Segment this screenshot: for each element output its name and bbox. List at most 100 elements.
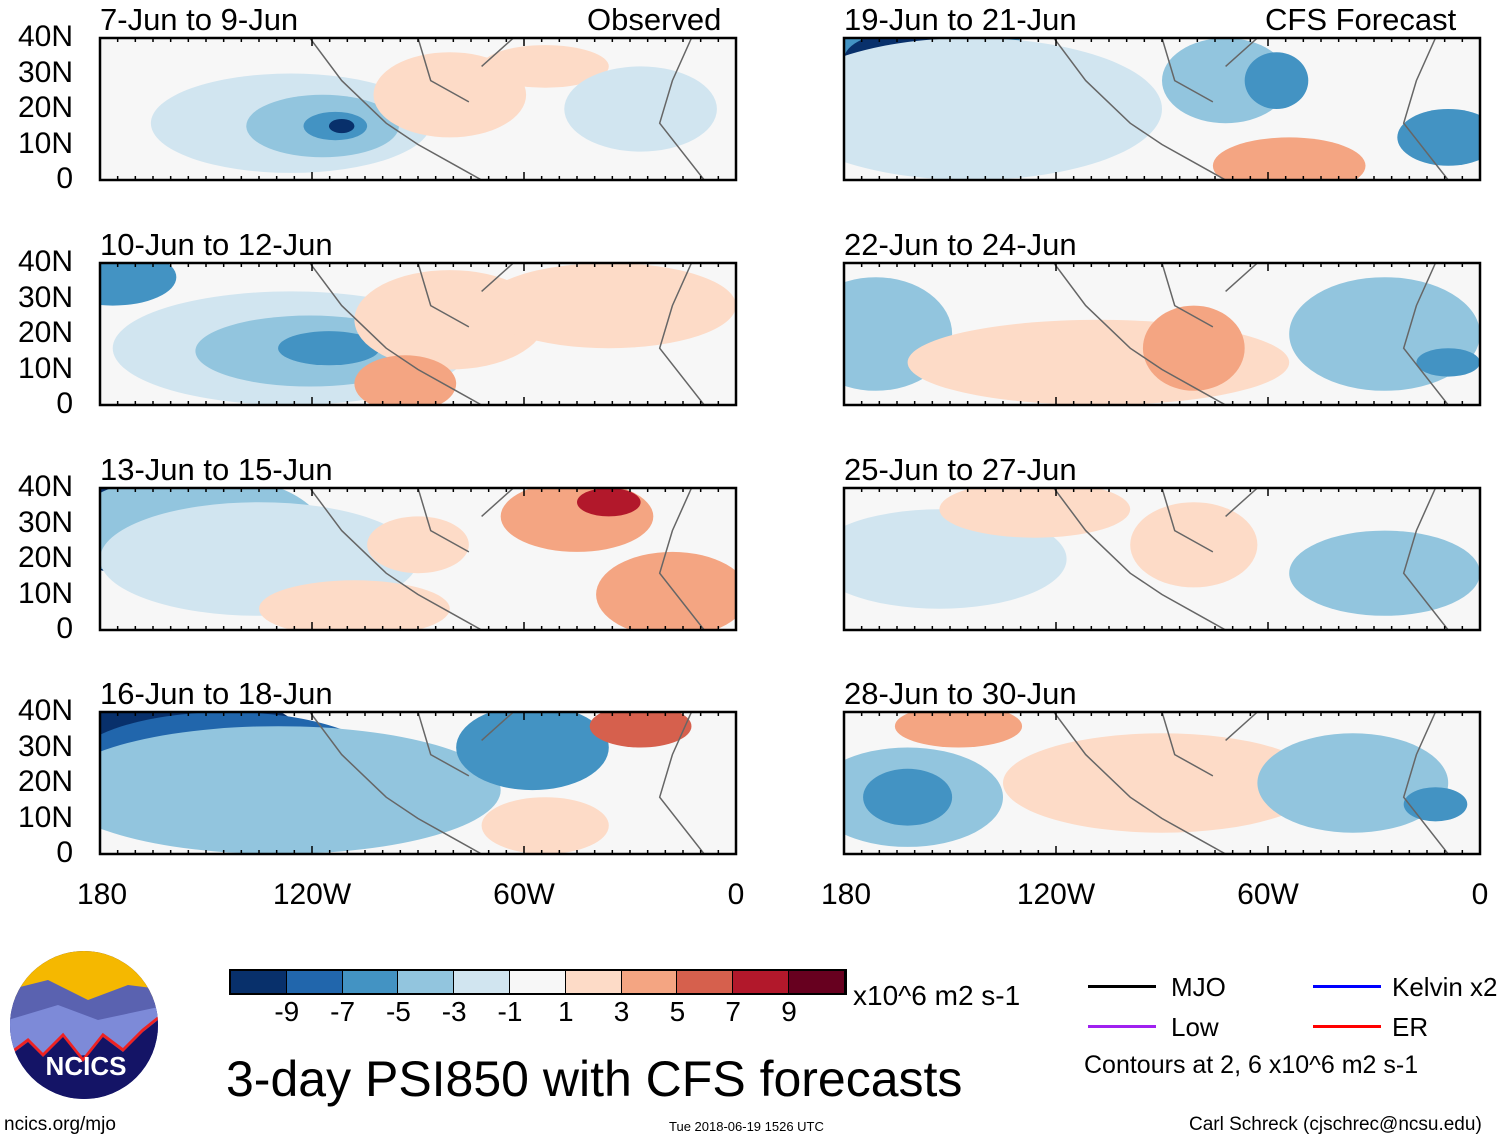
colorbar-swatch: [621, 971, 678, 993]
map-panel-observed-4: [98, 710, 738, 856]
site-link[interactable]: ncics.org/mjo: [4, 1114, 116, 1135]
map-panel-forecast-4: [842, 710, 1482, 856]
map-panel-observed-3: [98, 486, 738, 632]
anomaly-shading: [354, 355, 457, 405]
map-panel-observed-2: [98, 261, 738, 407]
anomaly-shading: [1397, 109, 1480, 166]
figure-title: 3-day PSI850 with CFS forecasts: [226, 1051, 963, 1107]
lat-label: 20N: [17, 91, 73, 124]
coastline: [1053, 38, 1449, 180]
colorbar-label: 7: [725, 996, 741, 1027]
anomaly-shading: [577, 488, 641, 517]
coastline: [1053, 488, 1449, 630]
anomaly-shading: [1003, 733, 1321, 833]
colorbar-swatch: [454, 971, 510, 993]
colorbar-swatch: [342, 971, 399, 993]
coastline: [309, 488, 705, 630]
panel-title: 10-Jun to 12-Jun: [100, 227, 333, 262]
legend-kelvin: Kelvin x2: [1392, 972, 1498, 1002]
panel-title: 13-Jun to 15-Jun: [100, 452, 333, 487]
lat-label: 10N: [17, 126, 73, 160]
lat-label: 30N: [17, 729, 73, 763]
anomaly-shading: [100, 263, 177, 306]
panel-title: 16-Jun to 18-Jun: [100, 676, 333, 711]
anomaly-shading: [481, 263, 736, 349]
colorbar-label: 3: [613, 996, 630, 1027]
anomaly-shading: [328, 118, 355, 134]
anomaly-shading: [1244, 52, 1309, 109]
panel-title: 22-Jun to 24-Jun: [844, 227, 1077, 262]
coastline: [309, 263, 705, 405]
panel-title: 28-Jun to 30-Jun: [844, 676, 1077, 711]
coastline: [1053, 712, 1449, 854]
coastline: [309, 38, 705, 180]
lat-label: 40N: [17, 694, 73, 727]
anomaly-shading: [1130, 502, 1258, 588]
colorbar-units: x10^6 m2 s-1: [853, 980, 1021, 1011]
colorbar-label: 9: [781, 996, 797, 1027]
colorbar-swatch: [677, 971, 734, 993]
colorbar-label: -1: [497, 996, 523, 1027]
map-panel-forecast-2: [842, 261, 1482, 407]
colorbar-label: -3: [441, 996, 467, 1027]
lat-label: 40N: [17, 245, 73, 278]
colorbar-swatch: [565, 971, 622, 993]
lat-label: 20N: [17, 765, 73, 798]
lat-label: 30N: [17, 280, 73, 314]
anomaly-shading: [481, 45, 609, 88]
lat-label: 0: [56, 836, 73, 869]
map-panel-observed-1: [98, 36, 738, 182]
colorbar-swatch: [733, 971, 789, 993]
anomaly-shading: [367, 516, 469, 574]
lon-label: 0: [1471, 878, 1489, 911]
anomaly-shading: [1142, 305, 1245, 391]
map-panel-forecast-3: [842, 486, 1482, 632]
colorbar-label: -7: [330, 996, 356, 1027]
timestamp: Tue 2018-06-19 1526 UTC: [669, 1119, 824, 1134]
lon-label: 0: [727, 878, 745, 911]
coastline: [309, 712, 705, 854]
anomaly-shading: [100, 726, 501, 854]
panel-title: 25-Jun to 27-Jun: [844, 452, 1077, 487]
anomaly-shading: [863, 768, 953, 826]
lon-label: 120W: [1016, 878, 1096, 911]
colorbar-label: 5: [669, 996, 686, 1027]
author: Carl Schreck (cjschrec@ncsu.edu): [1189, 1114, 1482, 1135]
anomaly-shading: [456, 712, 609, 791]
lon-label: 60W: [493, 878, 555, 911]
lat-label: 30N: [17, 55, 73, 89]
colorbar-swatch: [398, 971, 455, 993]
lat-label: 0: [56, 612, 73, 645]
ncics-logo: NCICS: [10, 951, 158, 1099]
lon-label: 180: [820, 878, 872, 911]
contours-note: Contours at 2, 6 x10^6 m2 s-1: [1084, 1051, 1419, 1079]
anomaly-shading: [596, 551, 736, 630]
colorbar-swatch: [788, 971, 845, 993]
colorbar-label: 1: [558, 996, 574, 1027]
colorbar-label: -5: [385, 996, 411, 1027]
lat-label: 20N: [17, 316, 73, 349]
lat-label: 0: [56, 387, 73, 420]
lon-label: 60W: [1237, 878, 1299, 911]
panel-title: 7-Jun to 9-Jun: [100, 2, 299, 37]
anomaly-shading: [844, 38, 1162, 180]
coastline: [1053, 263, 1449, 405]
lon-label: 120W: [272, 878, 352, 911]
legend-er-line: [1313, 1025, 1381, 1028]
colorbar-label: -9: [274, 996, 300, 1027]
anomaly-shading: [1403, 787, 1468, 822]
anomaly-shading: [1416, 348, 1480, 377]
colorbar: [229, 969, 847, 995]
lat-label: 20N: [17, 541, 73, 574]
anomaly-shading: [481, 797, 609, 854]
anomaly-shading: [259, 580, 450, 630]
anomaly-shading: [894, 712, 1023, 748]
legend-low: Low: [1171, 1012, 1219, 1042]
legend-mjo: MJO: [1171, 972, 1226, 1002]
anomaly-shading: [564, 66, 717, 152]
legend-mjo-line: [1088, 985, 1156, 988]
observed-label: Observed: [587, 2, 722, 37]
lat-label: 10N: [17, 576, 73, 610]
legend-er: ER: [1392, 1012, 1429, 1042]
